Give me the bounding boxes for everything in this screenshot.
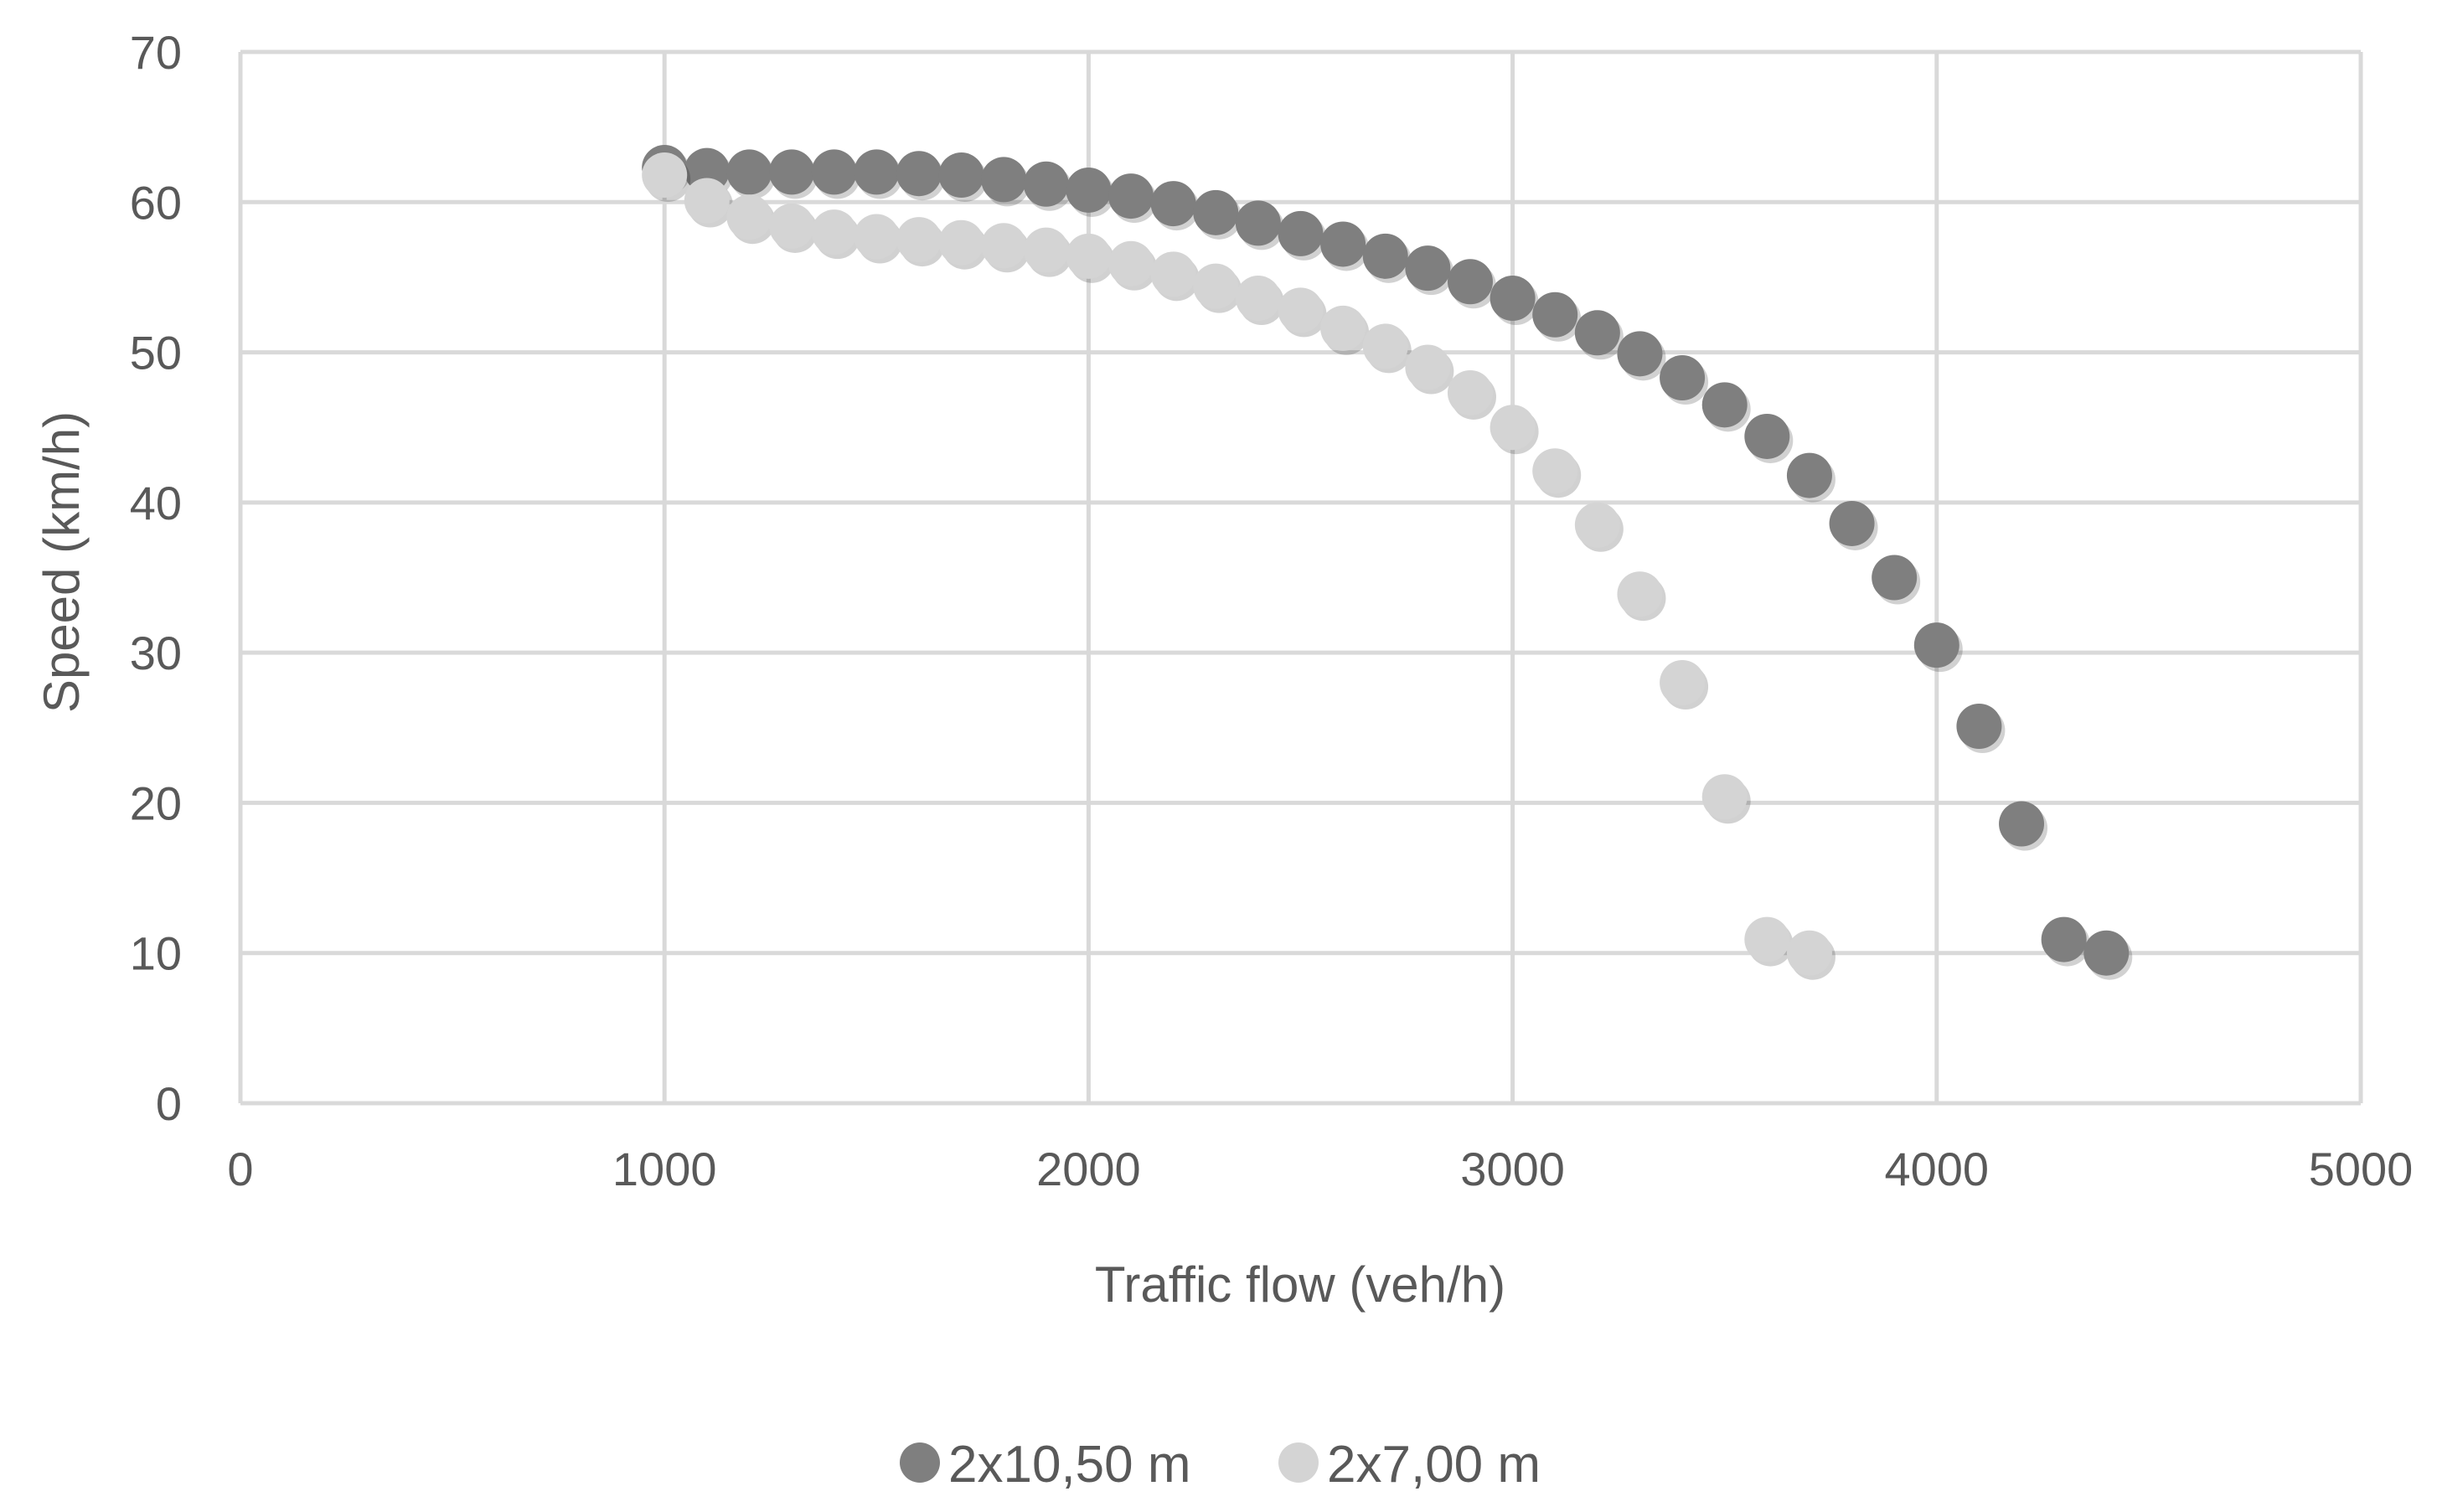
data-point [726,149,772,195]
data-point [1744,916,1790,962]
data-point [1617,331,1663,377]
legend-marker [1278,1442,1319,1483]
data-point [1447,369,1493,415]
y-tick-label: 10 [130,927,182,980]
data-point [1193,263,1239,309]
data-point [1235,276,1281,322]
data-point [854,149,900,195]
legend-label: 2x10,50 m [948,1436,1191,1494]
y-tick-label: 60 [130,176,182,229]
gridlines [238,49,2363,1106]
data-point [726,194,772,240]
data-point [1447,259,1493,305]
data-point [981,157,1027,203]
data-point [1320,305,1366,351]
data-point [1193,189,1239,235]
y-tick-label: 30 [130,627,182,679]
data-point [1872,555,1918,601]
data-point [938,219,984,266]
data-point [1532,448,1578,494]
y-tick-label: 0 [156,1077,182,1130]
data-point [642,152,688,199]
x-tick-label: 4000 [1885,1143,1990,1195]
data-point [1490,405,1536,451]
data-point [1701,774,1748,820]
data-point [938,152,984,199]
data-point [1574,310,1620,356]
data-point [1278,210,1324,256]
data-point [1320,221,1366,267]
data-point [1701,382,1748,428]
data-point [1660,660,1706,705]
data-point [1150,181,1196,227]
series-1 [642,145,2133,980]
data-point [2083,930,2130,976]
data-point [1829,500,1875,546]
data-point [684,178,730,224]
data-point [1108,173,1154,219]
legend: 2x10,50 m 2x7,00 m [900,1436,1541,1494]
data-point [896,217,942,263]
tick-labels: 0 10 20 30 40 50 60 70 0 1000 2000 3000 4000 5000 [130,26,2414,1195]
data-point [1235,200,1281,246]
data-point [769,203,815,249]
data-point [1617,571,1663,617]
data-point [811,209,857,255]
data-point [1023,227,1069,273]
data-point [769,149,815,195]
data-point [1786,452,1832,498]
y-axis-title: Speed (km/h) [34,411,90,713]
y-tick-label: 50 [130,327,182,379]
data-point [1574,502,1620,548]
data-point [896,151,942,197]
data-point [1066,167,1112,213]
data-point [1023,161,1069,207]
data-point [1913,622,1959,668]
series-2 [642,152,1835,980]
data-point [1660,355,1706,401]
data-point [1490,276,1536,322]
data-point [1532,292,1578,338]
y-tick-label: 20 [130,777,182,829]
y-tick-label: 70 [130,26,182,79]
data-point [1786,930,1832,976]
legend-label: 2x7,00 m [1327,1436,1541,1494]
data-point [981,223,1027,269]
x-axis-title: Traffic flow (veh/h) [1095,1257,1505,1313]
data-point [1405,344,1451,390]
data-point [1999,801,2045,847]
data-point [1956,703,2002,749]
x-tick-label: 3000 [1460,1143,1565,1195]
data-point [1744,413,1790,459]
data-point [2041,916,2087,962]
data-point [1066,233,1112,279]
data-point [1362,323,1408,369]
data-point [811,149,857,195]
x-tick-label: 5000 [2309,1143,2414,1195]
data-point [1150,251,1196,297]
x-tick-label: 0 [227,1143,253,1195]
data-point [1405,245,1451,292]
data-point [1108,240,1154,286]
data-point [1362,233,1408,279]
data-point [854,214,900,260]
x-tick-label: 2000 [1036,1143,1141,1195]
data-point [1278,287,1324,333]
legend-marker [900,1442,940,1483]
x-tick-label: 1000 [612,1143,717,1195]
data-points [642,145,2133,980]
y-tick-label: 40 [130,477,182,529]
